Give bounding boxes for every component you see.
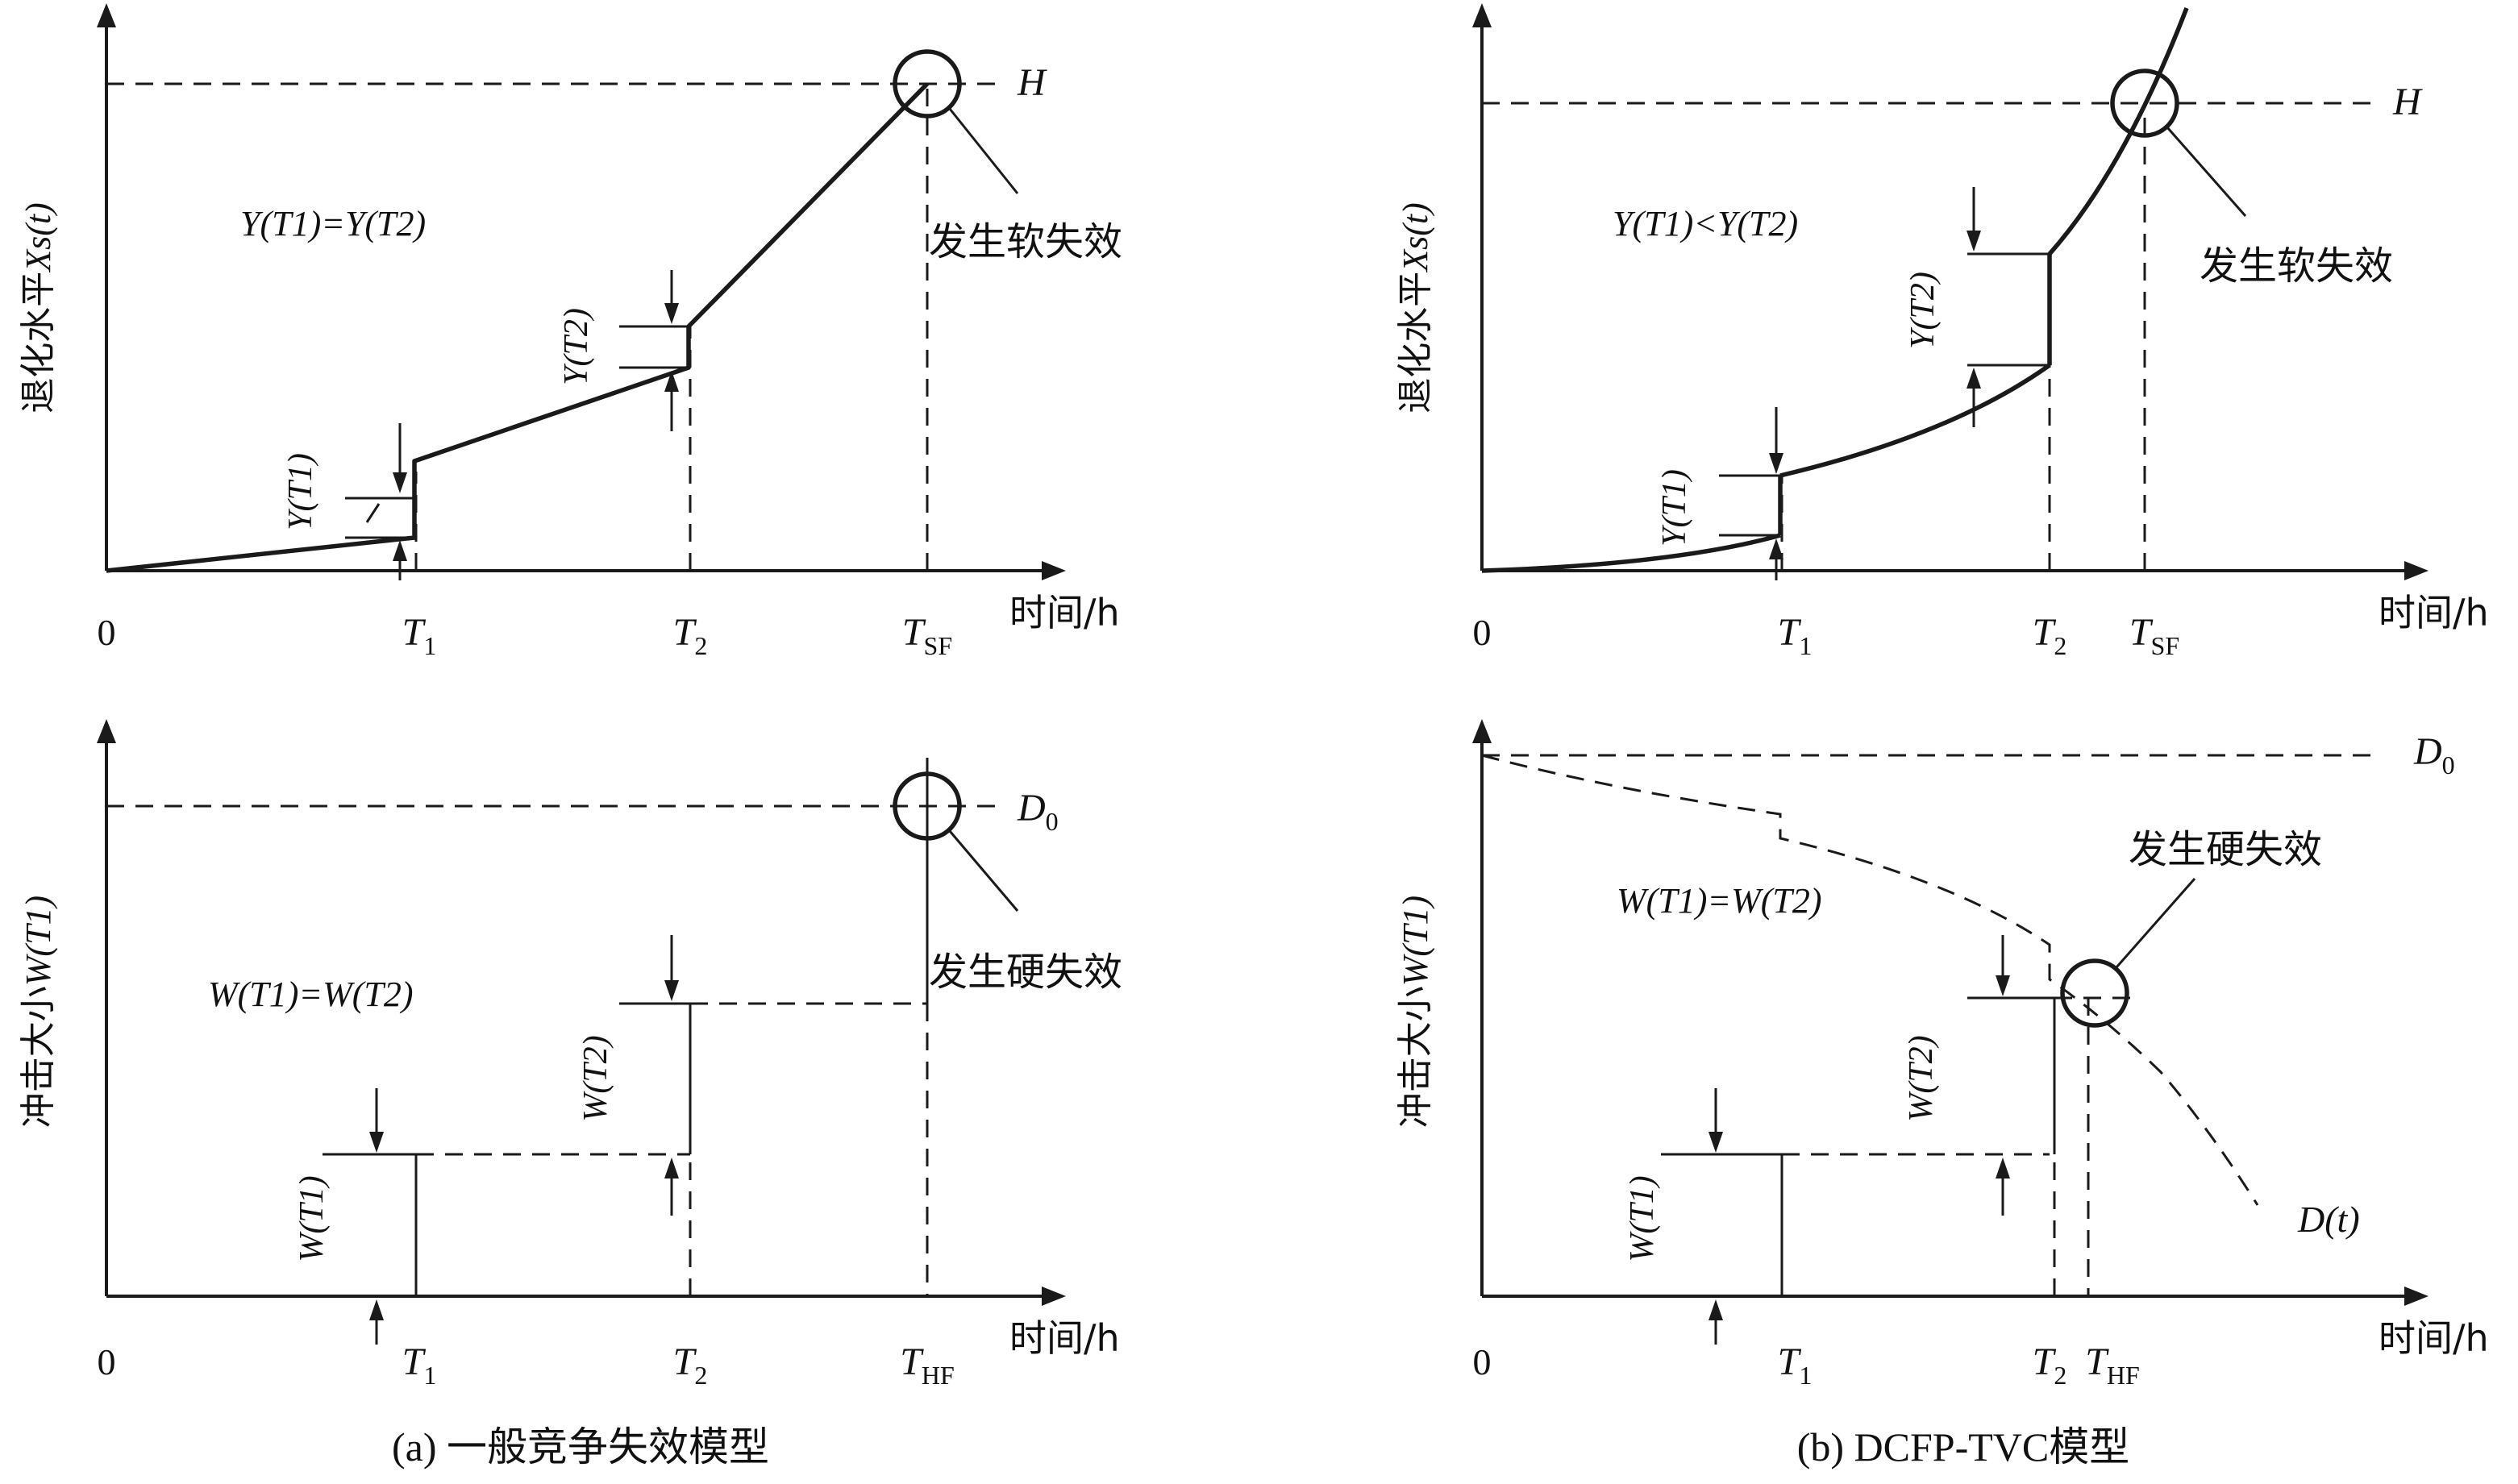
inequality-equation: Y(T1)<Y(T2) [1613, 204, 1798, 243]
t1-tick-label: T1 [1778, 1341, 1813, 1390]
hard-failure-leader [948, 830, 1019, 912]
y2-jump-label: Y(T2) [558, 308, 595, 385]
y2-arrow-bottom [664, 371, 679, 392]
hard-failure-marker [2060, 958, 2129, 1028]
origin-label: 0 [98, 612, 116, 653]
degradation-path [106, 82, 929, 573]
equality-equation: Y(T1)=Y(T2) [240, 204, 426, 243]
w1-shock-label: W(T1) [293, 1175, 331, 1262]
soft-failure-leader [948, 108, 1019, 194]
y-axis-label: 退化水平Xs(t) [1395, 202, 1436, 414]
panel-a-degradation-plot: 退化水平Xs(t) 0 时间/h T1 T2 TSF H Y(T1)=Y(T2)… [18, 3, 1122, 660]
y-axis-arrowhead [1472, 719, 1492, 743]
x-axis-arrowhead [1042, 1287, 1066, 1306]
w2-shock-label: W(T2) [1903, 1035, 1940, 1121]
equality-equation: W(T1)=W(T2) [208, 975, 414, 1014]
w1-arrow-top [1708, 1132, 1723, 1153]
x-axis-unit: 时间/h [2379, 591, 2489, 634]
soft-failure-marker [893, 49, 962, 118]
x-axis-unit: 时间/h [1009, 591, 1120, 634]
t2-tick-label: T2 [2033, 1341, 2067, 1390]
time-varying-threshold-d-t [1481, 754, 2259, 1206]
thf-tick-label: THF [900, 1341, 955, 1390]
y2-arrow-top [664, 303, 679, 324]
t1-tick-label: T1 [402, 611, 437, 660]
equality-equation: W(T1)=W(T2) [1617, 881, 1822, 921]
origin-label: 0 [1473, 1341, 1492, 1382]
t1-tick-label: T1 [1778, 611, 1813, 660]
tsf-tick-label: TSF [902, 611, 952, 660]
threshold-d0-label: D0 [2413, 730, 2455, 779]
w1-arrow-bottom [1708, 1299, 1723, 1320]
y-axis-arrowhead [1472, 3, 1492, 27]
time-varying-threshold-label: D(t) [2297, 1199, 2360, 1240]
y1-arrow-bottom [1769, 538, 1783, 559]
w2-arrow-bottom [1996, 1158, 2010, 1178]
soft-failure-label: 发生软失效 [929, 219, 1122, 264]
threshold-h-label: H [1017, 61, 1047, 104]
soft-failure-marker [2110, 69, 2179, 138]
degradation-curve-segment-3 [2047, 7, 2189, 256]
x-axis-unit: 时间/h [2379, 1316, 2489, 1360]
y2-arrow-bottom [1967, 368, 1981, 389]
panel-b-caption: (b) DCFP-TVC模型 [1797, 1424, 2130, 1469]
w1-arrow-bottom [369, 1299, 384, 1320]
w1-shock-label: W(T1) [1624, 1175, 1661, 1262]
degradation-curve-segment-2 [1779, 363, 2051, 478]
y1-jump-label: Y(T1) [1656, 469, 1693, 547]
hard-failure-leader [2115, 878, 2196, 968]
t1-tick-label: T1 [402, 1341, 437, 1390]
soft-failure-leader [2166, 127, 2247, 217]
threshold-d0-label: D0 [1017, 787, 1059, 836]
w2-arrow-bottom [664, 1158, 679, 1178]
w2-shock-label: W(T2) [577, 1035, 614, 1121]
y2-jump-label: Y(T2) [1904, 272, 1942, 349]
y-axis-label: 冲击大小W(T1) [18, 896, 59, 1128]
degradation-curve-segment-1 [1481, 533, 1781, 573]
w1-arrow-top [369, 1132, 384, 1153]
y1-leader [365, 503, 381, 523]
thf-tick-label: THF [2085, 1341, 2140, 1390]
x-axis-arrowhead [2404, 561, 2429, 580]
hard-failure-label: 发生硬失效 [929, 950, 1122, 995]
t2-tick-label: T2 [2033, 611, 2067, 660]
y1-jump-label: Y(T1) [282, 453, 319, 530]
hard-failure-label: 发生硬失效 [2129, 827, 2322, 872]
panel-a-caption: (a) 一般竞争失效模型 [392, 1424, 769, 1469]
y-axis-arrowhead [97, 719, 116, 743]
tsf-tick-label: TSF [2129, 611, 2179, 660]
y2-arrow-top [1967, 231, 1981, 251]
y-axis-label: 冲击大小W(T1) [1395, 896, 1436, 1128]
y1-arrow-top [393, 472, 407, 493]
x-axis-arrowhead [2404, 1287, 2429, 1306]
x-axis-unit: 时间/h [1009, 1316, 1120, 1360]
y-axis-arrowhead [97, 3, 116, 27]
threshold-h-label: H [2392, 81, 2423, 123]
x-axis-arrowhead [1042, 561, 1066, 580]
panel-a-shock-plot: 冲击大小W(T1) 0 时间/h T1 T2 THF D0 W(T1)=W(T2… [18, 719, 1122, 1390]
soft-failure-label: 发生软失效 [2200, 243, 2393, 289]
hard-failure-marker [893, 771, 962, 841]
w2-arrow-top [664, 980, 679, 1001]
origin-label: 0 [98, 1341, 116, 1382]
panel-b-shock-plot: 冲击大小W(T1) 0 时间/h T1 T2 THF D0 D(t) W(T1)… [1395, 719, 2489, 1390]
y1-arrow-top [1769, 453, 1783, 474]
w2-arrow-top [1996, 975, 2010, 996]
y1-arrow-bottom [393, 540, 407, 561]
y-axis-label: 退化水平Xs(t) [18, 202, 59, 414]
t2-tick-label: T2 [673, 1341, 708, 1390]
origin-label: 0 [1473, 612, 1492, 653]
panel-b-degradation-plot: 退化水平Xs(t) 0 时间/h T1 T2 TSF H Y(T1)<Y(T2)… [1395, 3, 2489, 660]
t2-tick-label: T2 [673, 611, 708, 660]
